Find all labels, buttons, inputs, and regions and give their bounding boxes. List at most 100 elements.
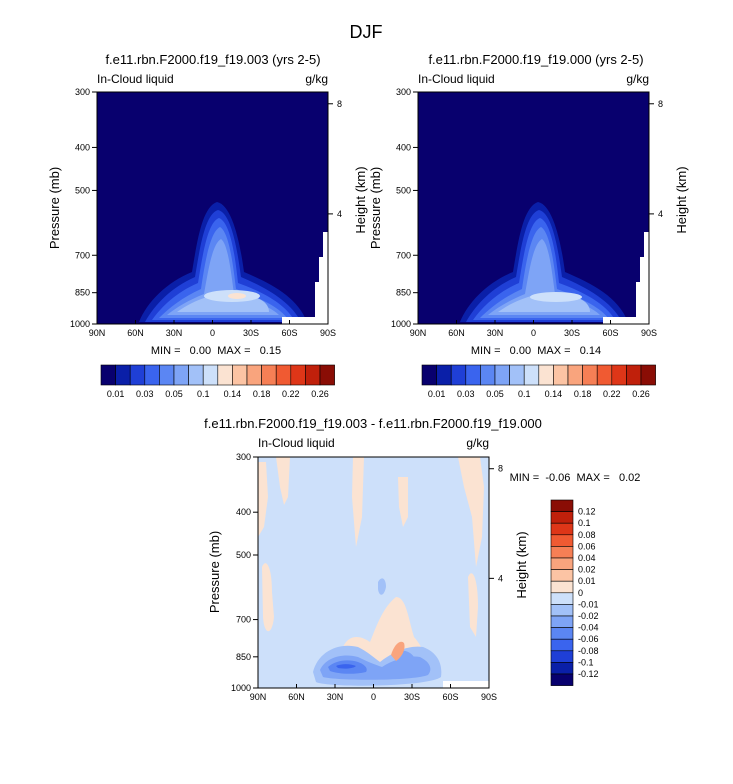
colorbar-cell xyxy=(523,364,540,386)
colorbar-panel-2: 0.01 0.03 0.05 0.1 0.14 0.18 0.22 0.26 xyxy=(421,364,656,399)
panel-1-ylabel: Pressure (mb) xyxy=(47,167,62,249)
panel-1-ylabel-right: Height (km) xyxy=(353,166,368,233)
panel-3-plot xyxy=(257,456,490,689)
panel-3-xtick-label: 60N xyxy=(288,692,305,702)
panel-1-missing-region xyxy=(282,232,328,324)
panel-2-ytick-label: 300 xyxy=(396,87,411,97)
panel-2-plot xyxy=(417,91,650,325)
colorbar-cell xyxy=(550,534,574,547)
colorbar-label: 0.22 xyxy=(603,389,621,399)
panel-1-xtick-label: 30N xyxy=(166,328,183,338)
colorbar-label: 0.01 xyxy=(107,389,125,399)
colorbar-cell xyxy=(550,627,574,640)
colorbar-cell xyxy=(550,511,574,524)
panel-1-xtick-label: 0 xyxy=(210,328,215,338)
colorbar-cell xyxy=(550,546,574,559)
colorbar-cell xyxy=(550,615,574,628)
panel-3-neg-small xyxy=(378,578,386,595)
colorbar-label: 0.18 xyxy=(574,389,592,399)
colorbar-label: 0.26 xyxy=(311,389,329,399)
panel-1-variable: In-Cloud liquid xyxy=(97,72,174,86)
colorbar-cell xyxy=(246,364,262,386)
panel-3-xtick-label: 30N xyxy=(327,692,344,702)
colorbar-cell xyxy=(611,364,627,386)
panel-2-xtick-label: 0 xyxy=(531,328,536,338)
colorbar-cell xyxy=(115,364,131,386)
colorbar-label: 0.14 xyxy=(545,389,563,399)
colorbar-label: 0.1 xyxy=(197,389,210,399)
colorbar-cell xyxy=(188,364,204,386)
panel-2-ylabel: Pressure (mb) xyxy=(368,167,383,249)
colorbar-label: 0.02 xyxy=(578,565,596,575)
colorbar-cell xyxy=(100,364,116,386)
colorbar-label: -0.06 xyxy=(578,634,599,644)
panel-3-variable: In-Cloud liquid xyxy=(258,436,335,450)
panel-3-positive-strip-1 xyxy=(258,462,268,537)
panel-3-ylabel: Pressure (mb) xyxy=(207,531,222,613)
colorbar-cell xyxy=(550,604,574,617)
panel-1-contour-5 xyxy=(167,239,279,315)
panel-2-stats: MIN = 0.00 MAX = 0.14 xyxy=(471,345,601,357)
panel-1: f.e11.rbn.F2000.f19_f19.003 (yrs 2-5) In… xyxy=(47,52,368,357)
panel-3-positive-strip-2 xyxy=(262,563,274,632)
colorbar-cell xyxy=(480,364,496,386)
colorbar-cell xyxy=(550,592,574,605)
colorbar-cell xyxy=(275,364,292,386)
panel-2: f.e11.rbn.F2000.f19_f19.000 (yrs 2-5) In… xyxy=(368,52,689,357)
colorbar-cell xyxy=(319,364,335,386)
colorbar-cell xyxy=(421,364,437,386)
colorbar-label: 0.08 xyxy=(578,530,596,540)
panel-1-units: g/kg xyxy=(305,72,328,86)
panel-3-ytick-label: 700 xyxy=(236,615,251,625)
panel-3-xtick-label: 0 xyxy=(371,692,376,702)
panel-3-positive-strip-7 xyxy=(398,477,408,527)
colorbar-label: 0.03 xyxy=(457,389,475,399)
panel-2-xtick-label: 60S xyxy=(602,328,618,338)
colorbar-cell xyxy=(202,364,219,386)
colorbar-difference: 0.120.1 0.080.06 0.04 0.020.01 0-0.01 -0.02 -0… xyxy=(550,499,599,686)
panel-3-ylabel-right: Height (km) xyxy=(514,531,529,598)
panel-1-height-tick-label: 4 xyxy=(337,209,342,219)
panel-2-ylabel-right: Height (km) xyxy=(674,166,689,233)
panel-3: f.e11.rbn.F2000.f19_f19.003 - f.e11.rbn.… xyxy=(204,416,640,702)
panel-3-ytick-label: 850 xyxy=(236,652,251,662)
panel-1-ytick-label: 500 xyxy=(75,185,90,195)
colorbar-label: 0.03 xyxy=(136,389,154,399)
panel-1-ytick-label: 700 xyxy=(75,250,90,260)
colorbar-cell xyxy=(550,580,574,594)
colorbar-cell xyxy=(550,650,574,663)
page-title: DJF xyxy=(350,22,383,42)
colorbar-cell xyxy=(305,364,321,386)
panel-2-ytick-label: 400 xyxy=(396,142,411,152)
colorbar-label: 0.26 xyxy=(632,389,650,399)
colorbar-cell xyxy=(159,364,175,386)
colorbar-label: 0.06 xyxy=(578,541,596,551)
colorbar-label: 0.04 xyxy=(578,553,596,563)
panel-2-contour-7 xyxy=(530,292,582,302)
panel-3-title: f.e11.rbn.F2000.f19_f19.003 - f.e11.rbn.… xyxy=(204,416,542,431)
panel-2-contour-5 xyxy=(488,239,600,315)
colorbar-cell xyxy=(217,364,233,386)
panel-2-xtick-label: 30N xyxy=(487,328,504,338)
panel-3-ytick-label: 1000 xyxy=(231,683,251,693)
colorbar-label: 0 xyxy=(578,588,583,598)
colorbar-cell xyxy=(550,557,574,570)
colorbar-cell xyxy=(550,673,574,686)
colorbar-cell xyxy=(129,364,146,386)
panel-1-xtick-label: 60S xyxy=(281,328,297,338)
colorbar-label: -0.01 xyxy=(578,599,599,609)
colorbar-cell xyxy=(232,364,248,386)
panel-3-ytick-label: 400 xyxy=(236,507,251,517)
panel-3-height-tick-label: 8 xyxy=(498,464,503,474)
panel-3-ytick-label: 500 xyxy=(236,550,251,560)
panel-3-xtick-label: 60S xyxy=(442,692,458,702)
panel-3-neg-4 xyxy=(336,664,356,669)
panel-3-ytick-label: 300 xyxy=(236,452,251,462)
colorbar-cell xyxy=(465,364,481,386)
colorbar-label: 0.1 xyxy=(518,389,531,399)
colorbar-cell xyxy=(173,364,189,386)
colorbar-panel-1: 0.01 0.03 0.05 0.1 0.14 0.18 0.22 0.26 xyxy=(100,364,335,399)
panel-1-height-tick-label: 8 xyxy=(337,99,342,109)
colorbar-cell xyxy=(567,364,583,386)
colorbar-label: -0.12 xyxy=(578,669,599,679)
